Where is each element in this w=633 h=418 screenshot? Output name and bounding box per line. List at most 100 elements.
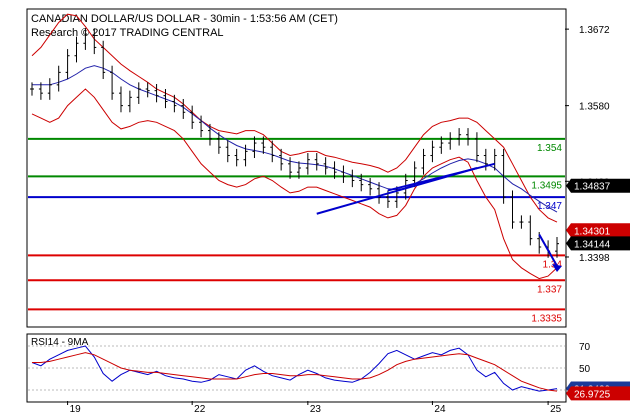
candle (38, 82, 43, 100)
rsi-line (31, 345, 558, 392)
trendlines (316, 162, 562, 272)
candle (163, 89, 168, 109)
price-tag-last: 1.34144 (566, 236, 630, 251)
level-label: 1.347 (537, 201, 562, 212)
level-label: 1.354 (537, 143, 562, 154)
price-panel-frame (26, 8, 567, 328)
price-candles (30, 28, 559, 258)
level-label: 1.34 (543, 259, 563, 270)
candle (510, 190, 515, 229)
x-tick-label: 19 (70, 404, 82, 415)
candle (288, 157, 293, 179)
x-tick-label: 24 (434, 404, 446, 415)
rsi-indicator: 70503031.342926.9725 (28, 342, 630, 401)
candle (92, 28, 97, 55)
candle (83, 28, 88, 50)
candle (270, 140, 275, 163)
candle (261, 136, 266, 154)
rsi-panel-frame (26, 333, 567, 403)
support-resistance-levels: 1.354 1.3495 1.347 1.34 1.337 1.3335 (28, 137, 565, 324)
candle (501, 148, 506, 204)
trendline (387, 162, 495, 192)
candle (457, 128, 462, 146)
candle (74, 36, 79, 63)
x-tick-label: 23 (310, 404, 322, 415)
candle (519, 215, 524, 229)
rsi-tick-label: 70 (579, 342, 591, 353)
rsi-tag-label: 26.9725 (574, 389, 611, 400)
candle (181, 98, 186, 119)
candle (296, 161, 301, 179)
forecast-arrow-shaft (538, 234, 558, 267)
candle (430, 140, 435, 163)
upper-band-line (31, 13, 558, 223)
candle (341, 165, 346, 183)
candle (216, 132, 221, 154)
indicator-overlays (31, 13, 558, 280)
y-tick-label: 1.3672 (579, 25, 610, 36)
price-tag-bg (566, 223, 630, 238)
chart-subtitle: Research © 2017 TRADING CENTRAL (31, 27, 224, 39)
candle (252, 136, 257, 159)
candle (439, 136, 444, 154)
candle (474, 132, 479, 163)
candle (56, 65, 61, 92)
candle (101, 40, 106, 80)
candle (323, 157, 328, 175)
level-label: 1.3495 (531, 180, 562, 191)
candle (118, 86, 123, 113)
time-axis: 19 22 23 24 25 (67, 401, 562, 415)
price-tags: 1.34837 1.34301 1.34144 (566, 178, 630, 251)
candle (65, 49, 70, 80)
candle (199, 115, 204, 138)
candle (350, 169, 355, 188)
candle (466, 128, 471, 146)
candle (234, 148, 239, 167)
candle (136, 82, 141, 104)
x-tick-label: 25 (550, 404, 562, 415)
rsi-tag-rsi_ma: 26.9725 (566, 386, 630, 401)
candle (332, 161, 337, 179)
price-tag-bg (566, 236, 630, 251)
candle (47, 78, 52, 100)
level-label: 1.3335 (531, 313, 562, 324)
price-tag-label: 1.34144 (574, 239, 611, 250)
candle (145, 82, 150, 98)
candle (279, 148, 284, 171)
forecast-arrow-head (552, 263, 562, 272)
rsi-ma-line (32, 352, 558, 392)
candle (127, 90, 132, 113)
y-tick-label: 1.3580 (579, 102, 610, 113)
candle (314, 153, 319, 171)
moving-average-line (32, 65, 558, 213)
candle (243, 144, 248, 167)
level-label: 1.337 (537, 284, 562, 295)
rsi-tick-label: 50 (579, 364, 591, 375)
candle (359, 173, 364, 192)
rsi-tag-bg (566, 386, 630, 401)
candle (30, 82, 34, 96)
candle (555, 237, 559, 258)
candle (421, 148, 426, 175)
y-tick-label: 1.3398 (579, 253, 610, 264)
rsi-title: RSI14 - 9MA (31, 337, 89, 348)
candle (528, 215, 533, 246)
candle (225, 140, 230, 163)
candle (305, 153, 310, 175)
candle (110, 65, 115, 100)
candle (154, 84, 159, 103)
candle (448, 132, 453, 150)
price-tag-label: 1.34301 (574, 226, 611, 237)
price-tag-high: 1.34301 (566, 223, 630, 238)
candle (190, 105, 195, 129)
price-tag-bg (566, 178, 630, 193)
price-tag-label: 1.34837 (574, 182, 611, 193)
chart-title: CANADIAN DOLLAR/US DOLLAR - 30min - 1:53… (31, 13, 338, 25)
candle (377, 182, 382, 204)
candle (172, 94, 177, 113)
lower-band-line (31, 88, 558, 280)
candle (207, 123, 212, 146)
x-tick-label: 22 (194, 404, 206, 415)
candle (368, 177, 373, 196)
price-tag-ma: 1.34837 (566, 178, 630, 193)
